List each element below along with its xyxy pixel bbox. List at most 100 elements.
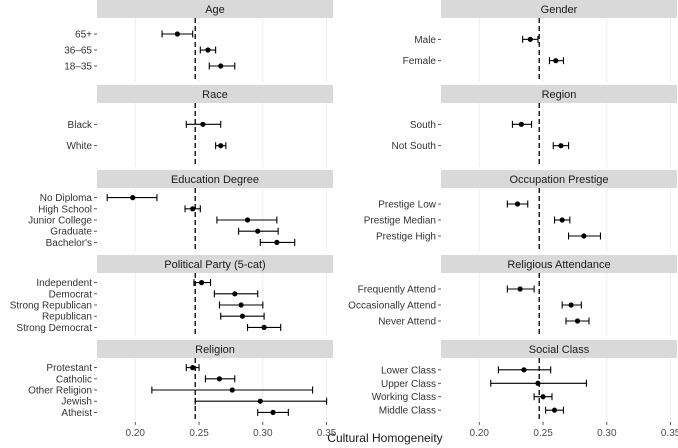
category-label: Democrat [49, 289, 93, 300]
point-estimate [232, 291, 238, 297]
panel-strip [97, 170, 333, 188]
category-label: Not South [392, 141, 436, 152]
panel-title: Age [205, 4, 225, 16]
category-label: Female [403, 56, 437, 67]
x-tick-label: 0.25 [533, 428, 553, 439]
category-label: Prestige Low [378, 200, 437, 211]
panel-title: Region [542, 89, 577, 101]
row-graduate: Graduate [50, 227, 279, 238]
category-label: High School [38, 204, 92, 215]
row-female: Female [403, 56, 565, 67]
row-middle-class: Middle Class [379, 406, 565, 417]
point-estimate [216, 376, 223, 382]
row-south: South [410, 120, 533, 131]
point-estimate [190, 206, 196, 212]
point-estimate [174, 31, 180, 37]
row-catholic: Catholic [56, 374, 236, 385]
panel-strip [97, 255, 333, 273]
panel-title: Occupation Prestige [509, 174, 608, 186]
panel-title: Gender [541, 4, 578, 16]
row-atheist: Atheist [61, 408, 289, 419]
panel-social-class: Social Class Lower Class Upper Class Workin… [372, 340, 677, 422]
category-label: Never Attend [378, 317, 436, 328]
category-label: Independent [36, 278, 92, 289]
panel-strip [441, 170, 677, 188]
point-estimate [574, 318, 581, 324]
panel-title: Race [202, 89, 228, 101]
x-tick-label: 0.35 [317, 428, 337, 439]
row-strong-democrat: Strong Democrat [16, 323, 282, 334]
x-tick-label: 0.20 [470, 428, 490, 439]
panel-strip [441, 340, 677, 358]
x-tick-label: 0.30 [253, 428, 273, 439]
category-label: White [66, 141, 92, 152]
panel-title: Religion [195, 344, 235, 356]
point-estimate [514, 201, 521, 207]
category-label: Prestige High [376, 232, 436, 243]
category-label: Graduate [50, 227, 92, 238]
point-estimate [540, 394, 546, 400]
row-working-class: Working Class [372, 392, 553, 403]
row-male: Male [414, 35, 539, 46]
point-estimate [551, 407, 558, 413]
point-estimate [527, 36, 533, 42]
row-white: White [66, 141, 227, 152]
point-estimate [517, 286, 523, 292]
panel-strip [97, 340, 333, 358]
row-not-south: Not South [392, 141, 570, 152]
point-estimate [518, 121, 524, 127]
point-estimate [261, 324, 267, 330]
point-estimate [130, 195, 136, 201]
point-estimate [581, 233, 587, 239]
category-label: 36–65 [64, 46, 92, 57]
panel-title: Social Class [529, 344, 590, 356]
row-bachelor-s: Bachelor's [46, 238, 296, 249]
row-black: Black [68, 120, 222, 131]
category-label: Catholic [56, 374, 92, 385]
row-never-attend: Never Attend [378, 317, 590, 328]
x-tick-label: 0.35 [661, 428, 678, 439]
point-estimate [239, 313, 246, 319]
row-republican: Republican [42, 312, 265, 323]
panel-age: Age 65+ 36–65 18–35 [64, 0, 333, 82]
row-jewish: Jewish [61, 397, 328, 408]
point-estimate [521, 367, 527, 373]
category-label: Other Religion [28, 386, 92, 397]
row-36-65: 36–65 [64, 46, 217, 57]
category-label: Protestant [46, 363, 92, 374]
category-label: 65+ [75, 30, 92, 41]
point-estimate [558, 143, 564, 149]
point-estimate [218, 143, 224, 149]
category-label: Middle Class [379, 406, 436, 417]
panel-region: Region South Not South [392, 85, 677, 167]
panel-strip [441, 85, 677, 103]
panel-occupation-prestige: Occupation Prestige Prestige Low Prestige … [364, 170, 677, 252]
category-label: Jewish [61, 397, 92, 408]
category-label: Upper Class [381, 379, 436, 390]
row-prestige-high: Prestige High [376, 232, 602, 243]
panel-strip [97, 0, 333, 18]
row-strong-republican: Strong Republican [10, 301, 264, 312]
point-estimate [200, 121, 206, 127]
x-tick-label: 0.30 [597, 428, 617, 439]
point-estimate [205, 47, 211, 53]
category-label: Prestige Median [364, 216, 436, 227]
category-label: Lower Class [381, 365, 436, 376]
row-democrat: Democrat [49, 289, 259, 300]
panel-strip [441, 255, 677, 273]
row-18-35: 18–35 [64, 62, 236, 73]
x-tick-label: 0.25 [189, 428, 209, 439]
panel-strip [441, 0, 677, 18]
point-estimate [270, 409, 276, 415]
panels-layer: Age 65+ 36–65 18–35 Gender Male Female Race Blac… [10, 0, 677, 422]
point-estimate [190, 365, 196, 371]
point-estimate [535, 380, 541, 386]
row-independent: Independent [36, 278, 212, 289]
point-estimate [553, 58, 559, 64]
category-label: Working Class [372, 392, 436, 403]
point-estimate [274, 239, 280, 245]
row-other-religion: Other Religion [28, 386, 314, 397]
category-label: Republican [42, 312, 92, 323]
